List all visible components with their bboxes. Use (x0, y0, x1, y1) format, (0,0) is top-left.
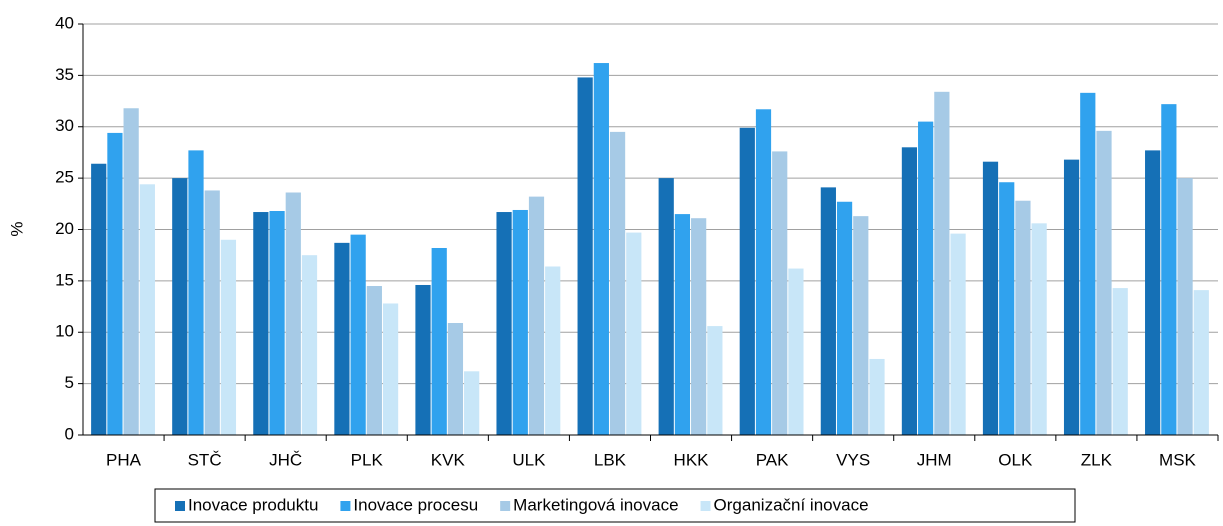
bar (301, 255, 318, 435)
y-tick-label: 40 (55, 13, 74, 32)
bar (593, 63, 609, 436)
bar (1015, 200, 1031, 435)
bar (1177, 178, 1193, 435)
bar (918, 121, 934, 436)
x-tick-label: JHČ (269, 450, 302, 469)
x-tick-label: PHA (106, 450, 142, 469)
y-tick-label: 15 (55, 270, 74, 289)
bar (431, 247, 447, 435)
bar (999, 182, 1015, 435)
bar (1031, 223, 1047, 435)
y-tick-label: 0 (65, 424, 74, 443)
legend-swatch (340, 501, 351, 511)
bar (788, 268, 804, 435)
bar (577, 77, 593, 436)
bar (820, 187, 836, 435)
bar (107, 132, 123, 436)
x-tick-label: OLK (998, 450, 1033, 469)
legend-swatch (700, 501, 711, 511)
bar (982, 161, 999, 435)
bar (464, 371, 480, 435)
bar (1080, 92, 1096, 435)
bar (1112, 288, 1128, 435)
bar (350, 234, 366, 435)
legend-label: Inovace produktu (188, 495, 318, 514)
y-tick-label: 25 (55, 168, 74, 187)
bar (626, 232, 642, 435)
bar (447, 323, 464, 435)
bar (658, 178, 674, 435)
bar (853, 216, 869, 435)
bar (334, 242, 350, 435)
bar (1096, 130, 1112, 436)
x-tick-label: KVK (431, 450, 466, 469)
bar (253, 212, 269, 435)
bar (707, 326, 723, 435)
bar (415, 284, 431, 435)
y-tick-label: 35 (55, 65, 74, 84)
x-tick-label: HKK (674, 450, 710, 469)
bar (1193, 290, 1209, 435)
legend-swatch (500, 501, 511, 511)
bar (901, 147, 918, 436)
x-tick-label: PLK (351, 450, 384, 469)
y-tick-label: 10 (55, 322, 74, 341)
legend-box (154, 488, 1076, 523)
legend-label: Marketingová inovace (513, 495, 678, 514)
bar (382, 303, 399, 435)
bar (91, 163, 107, 436)
bar (123, 108, 139, 435)
bar (755, 109, 772, 435)
bar (285, 192, 301, 435)
bar (172, 178, 188, 435)
y-axis-label: % (7, 221, 26, 236)
bar (1161, 104, 1177, 436)
bar (674, 214, 691, 435)
bar (1145, 150, 1161, 435)
y-tick-label: 20 (55, 219, 74, 238)
bar (545, 266, 561, 435)
bar (869, 358, 885, 435)
bar (139, 184, 155, 435)
bar (950, 233, 966, 435)
bar (528, 196, 545, 435)
bar (220, 239, 237, 435)
legend-label: Inovace procesu (353, 495, 478, 514)
bar (496, 212, 512, 435)
x-tick-label: JHM (917, 450, 952, 469)
bar (204, 190, 220, 435)
bar (691, 218, 707, 435)
y-tick-label: 30 (55, 116, 74, 135)
bar (366, 286, 382, 435)
bar (188, 150, 204, 435)
x-tick-label: ULK (512, 450, 546, 469)
bar (772, 151, 788, 435)
y-tick-label: 5 (65, 373, 74, 392)
x-tick-label: STČ (188, 450, 222, 469)
legend-swatch (175, 501, 185, 511)
bar (739, 127, 755, 435)
bar (269, 211, 285, 435)
x-tick-label: ZLK (1081, 450, 1113, 469)
bar (609, 131, 626, 435)
legend-label: Organizační inovace (714, 495, 869, 514)
bar (512, 209, 528, 435)
x-tick-label: MSK (1159, 450, 1197, 469)
x-tick-label: LBK (594, 450, 627, 469)
x-tick-label: PAK (756, 450, 789, 469)
bar (1063, 159, 1080, 435)
bar (934, 91, 950, 435)
x-tick-label: VYS (836, 450, 870, 469)
bar (836, 201, 853, 435)
